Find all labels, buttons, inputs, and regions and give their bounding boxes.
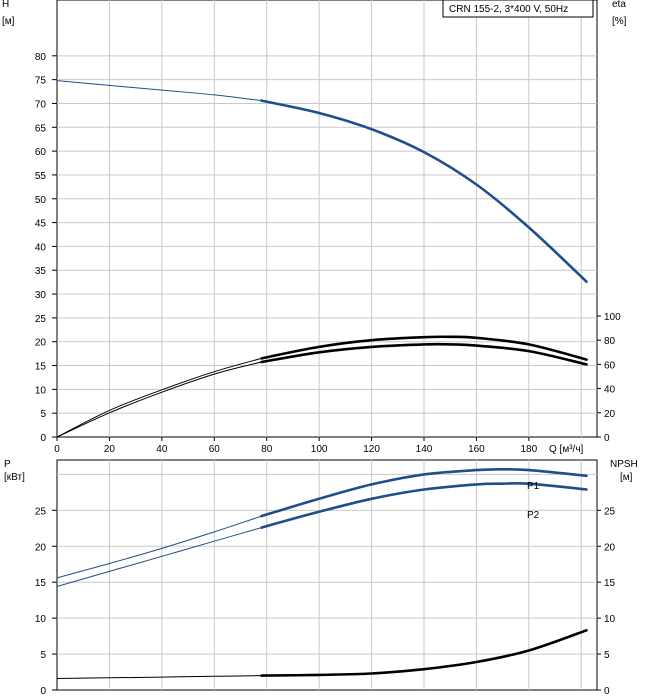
p-tick-label: 10: [35, 614, 47, 625]
npsh-axis-label: NPSH: [610, 459, 638, 470]
p1-curve: [260, 467, 588, 518]
eta-tick-label: 0: [604, 433, 610, 444]
lower-plot-frame: [56, 459, 598, 691]
pump-title: CRN 155-2, 3*400 V, 50Hz: [449, 4, 568, 15]
eta-tick-label: 20: [604, 409, 616, 420]
h-tick-label: 45: [35, 219, 47, 230]
h-tick-label: 55: [35, 171, 47, 182]
q-tick-label: 140: [416, 444, 433, 455]
npsh-tick-label: 5: [604, 650, 610, 661]
p-tick-label: 15: [35, 578, 47, 589]
h-tick-label: 0: [40, 433, 46, 444]
h-tick-label: 65: [35, 123, 47, 134]
h-tick-label: 70: [35, 99, 47, 110]
series-labels: P1 P2: [527, 481, 540, 521]
q-tick-label: 180: [521, 444, 538, 455]
h-tick-label: 75: [35, 76, 47, 87]
npsh-tick-label: 10: [604, 614, 616, 625]
npsh-tick-label: 25: [604, 506, 616, 517]
eta-upper-curve-thin: [56, 357, 262, 438]
npsh-axis-unit: [м]: [620, 472, 633, 483]
npsh-curve: [260, 629, 588, 677]
eta-lower-curve: [260, 342, 588, 366]
h-tick-label: 5: [40, 409, 46, 420]
npsh-tick-label: 20: [604, 542, 616, 553]
eta-lower-curve-thin: [56, 361, 262, 438]
p-axis-label: P: [4, 459, 11, 470]
h-curve: [260, 99, 588, 283]
eta-axis-label: eta: [612, 0, 626, 10]
q-tick-label: 120: [363, 444, 380, 455]
eta-tick-label: 60: [604, 360, 616, 371]
series-label-p2: P2: [527, 510, 540, 521]
q-tick-label: 40: [156, 444, 168, 455]
h-tick-label: 50: [35, 195, 47, 206]
title-box: [442, 0, 594, 18]
p-axis-unit: [кВт]: [4, 472, 25, 483]
h-tick-label: 15: [35, 362, 47, 373]
h-tick-label: 20: [35, 338, 47, 349]
eta-tick-label: 40: [604, 385, 616, 396]
eta-tick-label: 100: [604, 312, 621, 323]
h-tick-label: 80: [35, 52, 47, 63]
eta-tick-label: 80: [604, 336, 616, 347]
p1-curve-thin: [56, 515, 262, 579]
upper-grid: 0 5 10 15 20 25 30 35 40 45 50 55 60 65 70 75 80 0 20 40 60 8…: [35, 0, 621, 455]
p-tick-label: 25: [35, 506, 47, 517]
curves: [56, 80, 588, 679]
npsh-curve-thin: [56, 675, 262, 679]
h-tick-label: 30: [35, 290, 47, 301]
h-axis-label: H: [2, 0, 9, 10]
p2-curve: [260, 481, 588, 529]
q-tick-label: 160: [468, 444, 485, 455]
q-tick-label: 20: [104, 444, 116, 455]
upper-plot-frame: [56, 0, 598, 438]
q-tick-label: 100: [311, 444, 328, 455]
q-axis-label: Q [м³/ч]: [549, 444, 584, 455]
h-tick-label: 25: [35, 314, 47, 325]
series-label-p1: P1: [527, 481, 540, 492]
eta-upper-curve: [260, 335, 588, 361]
h-tick-label: 40: [35, 242, 47, 253]
q-tick-label: 0: [54, 444, 60, 455]
lower-grid: 0 5 10 15 20 25 0 5 10 15 20 25: [35, 459, 616, 697]
eta-axis-unit: [%]: [612, 16, 627, 27]
q-tick-label: 80: [261, 444, 273, 455]
h-curve-thin: [56, 80, 262, 102]
h-tick-label: 60: [35, 147, 47, 158]
p-tick-label: 0: [40, 686, 46, 697]
h-axis-unit: [м]: [2, 16, 15, 27]
h-tick-label: 35: [35, 266, 47, 277]
npsh-tick-label: 0: [604, 686, 610, 697]
p-tick-label: 5: [40, 650, 46, 661]
p2-curve-thin: [56, 527, 262, 587]
p-tick-label: 20: [35, 542, 47, 553]
h-tick-label: 10: [35, 385, 47, 396]
q-tick-label: 60: [209, 444, 221, 455]
npsh-tick-label: 15: [604, 578, 616, 589]
